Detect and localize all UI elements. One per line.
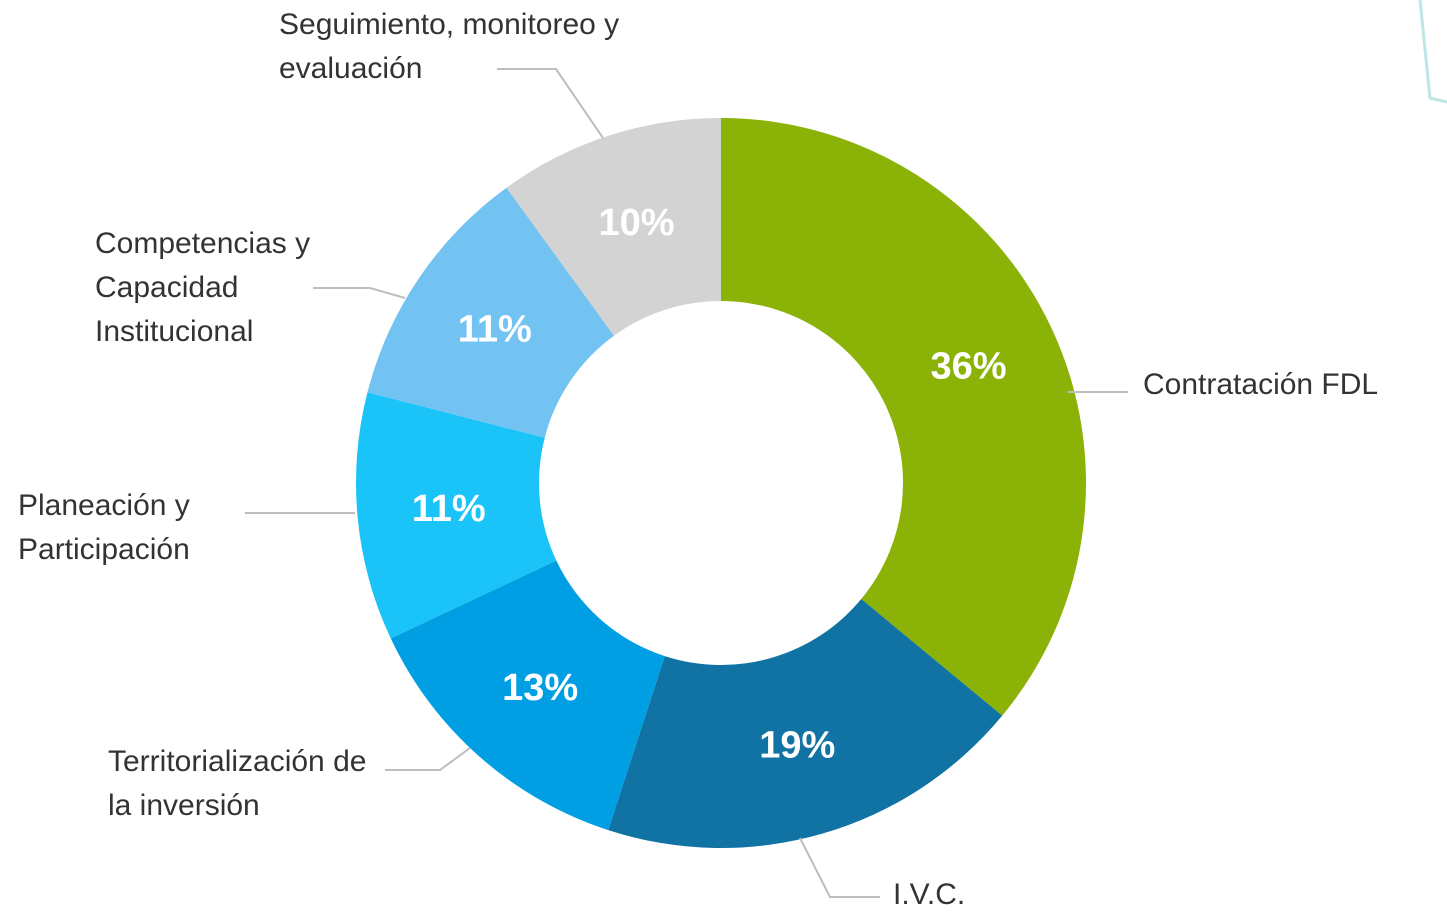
category-label: Seguimiento, monitoreo y evaluación bbox=[279, 8, 620, 85]
donut-segment bbox=[390, 560, 665, 831]
value-label: 36% bbox=[930, 346, 1006, 388]
category-label: Competencias y Capacidad Institucional bbox=[95, 227, 311, 348]
value-label: 11% bbox=[412, 488, 486, 530]
leader-line bbox=[313, 287, 406, 299]
leader-line bbox=[497, 68, 604, 139]
value-label: 10% bbox=[598, 202, 674, 244]
category-label: Planeación y Participación bbox=[18, 489, 190, 566]
category-label: Contratación FDL bbox=[1143, 368, 1379, 401]
donut-segment bbox=[356, 392, 557, 639]
leader-line bbox=[385, 747, 471, 771]
leader-line bbox=[799, 837, 880, 898]
donut-segment bbox=[721, 118, 1086, 716]
value-label: 13% bbox=[502, 667, 578, 709]
value-label: 11% bbox=[458, 308, 532, 350]
decoration bbox=[1418, 0, 1447, 104]
donut-segment bbox=[367, 187, 615, 438]
category-label: I.V.C. bbox=[893, 878, 966, 911]
value-label: 19% bbox=[759, 725, 835, 767]
donut-segment bbox=[506, 118, 721, 336]
category-label: Territorialización de la inversión bbox=[108, 745, 367, 822]
donut-segment bbox=[608, 599, 1003, 848]
